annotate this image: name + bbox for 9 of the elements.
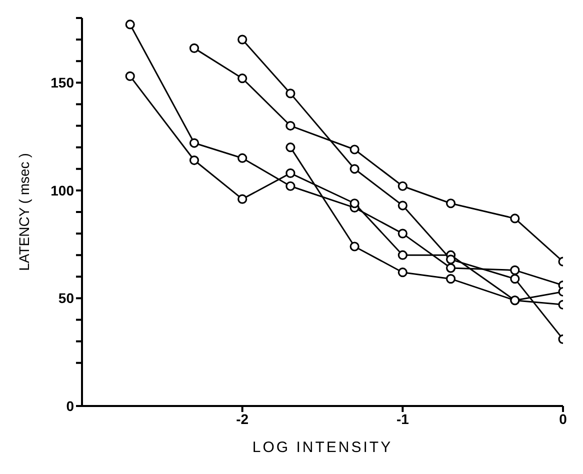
x-tick-label: 0	[559, 410, 568, 427]
x-tick-label: -1	[396, 410, 410, 427]
y-tick-label: 50	[58, 290, 74, 306]
y-tick-label: 100	[50, 182, 74, 198]
y-tick-label: 0	[66, 398, 74, 414]
y-tick-label: 150	[50, 74, 74, 91]
y-axis-title: LATENCY ( msec )	[16, 153, 32, 271]
x-tick-label: -2	[236, 410, 249, 427]
x-axis-title: LOG INTENSITY	[252, 439, 393, 456]
